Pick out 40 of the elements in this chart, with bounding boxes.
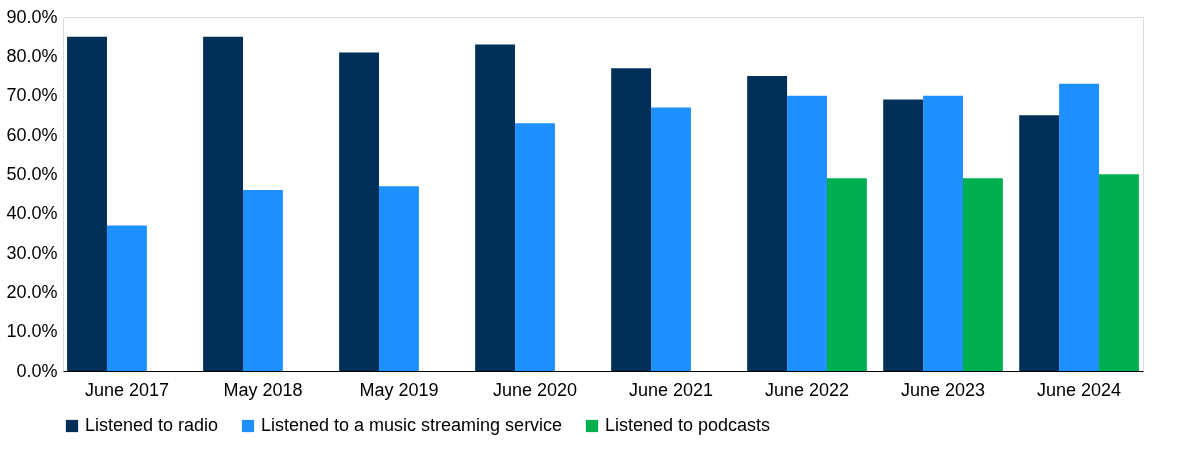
bar — [787, 95, 827, 371]
bar — [611, 68, 652, 371]
y-tick-label: 20.0% — [6, 281, 58, 302]
y-tick-label: 30.0% — [6, 242, 58, 263]
x-tick-label: May 2019 — [359, 379, 439, 400]
bar — [883, 99, 924, 371]
bar — [651, 107, 691, 371]
legend-label: Listened to a music streaming service — [261, 415, 563, 435]
y-tick-label: 70.0% — [6, 85, 58, 106]
bar — [1019, 115, 1060, 371]
legend-label: Listened to radio — [85, 415, 219, 435]
y-tick-label: 60.0% — [6, 124, 58, 145]
bar — [747, 76, 788, 371]
bar — [203, 36, 243, 371]
bar — [106, 225, 147, 371]
bar — [826, 178, 867, 371]
bar — [1099, 174, 1139, 371]
bar — [339, 52, 380, 371]
bar — [475, 44, 516, 371]
y-tick-label: 90.0% — [6, 6, 58, 27]
y-tick-label: 80.0% — [6, 45, 58, 66]
x-tick-label: June 2023 — [901, 379, 986, 400]
bar — [515, 123, 555, 371]
y-tick-label: 0.0% — [16, 360, 58, 381]
bar — [1059, 83, 1100, 371]
x-tick-label: June 2024 — [1037, 379, 1122, 400]
x-tick-label: June 2020 — [492, 379, 578, 400]
x-tick-label: June 2017 — [84, 379, 169, 400]
y-tick-label: 10.0% — [6, 321, 58, 342]
bar — [923, 95, 963, 371]
bar — [963, 178, 1003, 371]
y-tick-label: 40.0% — [6, 203, 58, 224]
bar — [67, 36, 107, 371]
x-tick-label: June 2022 — [764, 379, 850, 400]
y-tick-label: 50.0% — [6, 163, 58, 184]
x-tick-label: June 2021 — [628, 379, 714, 400]
bar — [243, 190, 283, 371]
bar — [379, 186, 419, 371]
legend-label: Listened to podcasts — [605, 415, 771, 435]
x-tick-label: May 2018 — [223, 379, 303, 400]
